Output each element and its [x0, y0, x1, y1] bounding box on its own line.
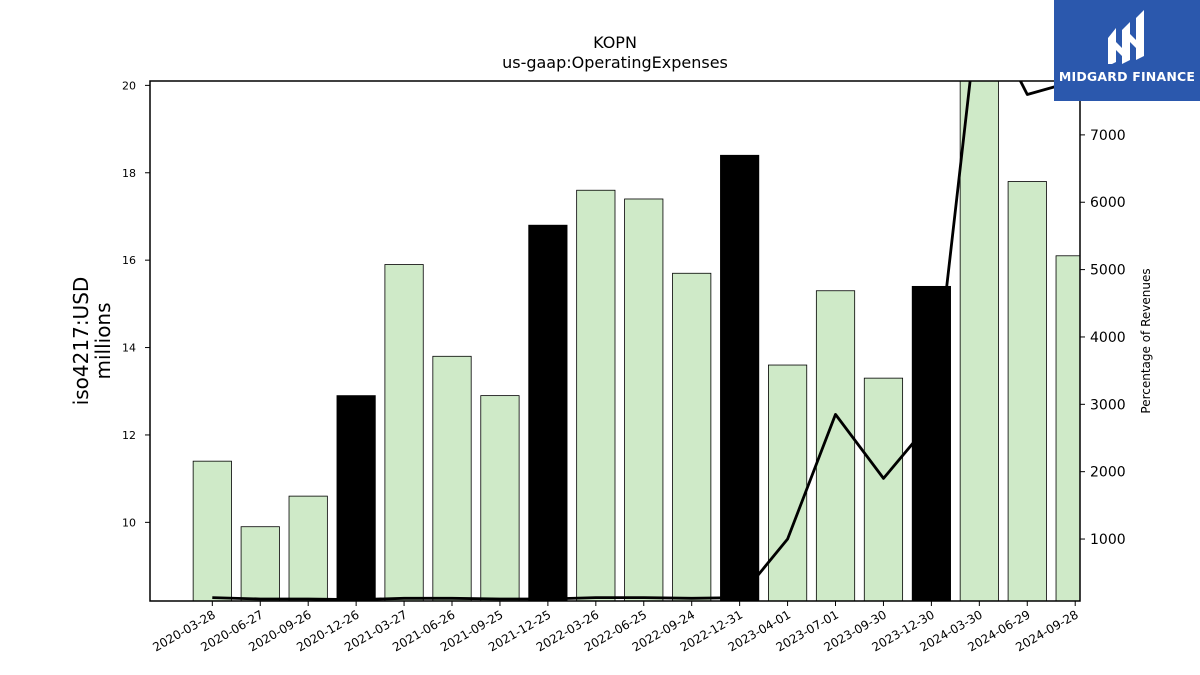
- bar-2023-09-30: [863, 377, 904, 601]
- y-tick-label: 12: [122, 429, 136, 442]
- y2-tick-label: 7000: [1090, 128, 1126, 144]
- y-axis-label-line: millions: [91, 302, 115, 379]
- bar-2021-12-25: [528, 224, 568, 601]
- y2-tick-label: 2000: [1090, 465, 1126, 481]
- bar-2020-03-28: [192, 460, 232, 601]
- bar-2022-09-24: [672, 272, 712, 601]
- y-axis-label: iso4217:USDmillions: [69, 277, 115, 406]
- logo-text: MIDGARD FINANCE: [1058, 69, 1196, 84]
- y-tick-label: 14: [122, 342, 136, 355]
- bar-2024-09-28: [1055, 255, 1080, 601]
- y-tick-label: 18: [122, 167, 136, 180]
- bar-2020-06-27: [240, 526, 280, 601]
- y-tick-label: 10: [122, 516, 136, 529]
- bar-2024-06-29: [1007, 181, 1047, 601]
- y2-tick-label: 4000: [1090, 330, 1126, 346]
- y2-tick-label: 5000: [1090, 263, 1126, 279]
- bar-2021-09-25: [480, 395, 520, 601]
- logo-mark-icon: [1108, 10, 1144, 64]
- y-tick-label: 16: [122, 254, 136, 267]
- bar-2023-12-30: [911, 285, 951, 601]
- bar-2022-03-26: [576, 189, 616, 601]
- percentage-of-revenues-line: [212, 81, 1076, 601]
- bar-2022-06-25: [624, 198, 664, 601]
- plot-frame: [149, 80, 1081, 602]
- bar-2020-09-26: [288, 495, 328, 601]
- y-tick-label: 20: [122, 79, 136, 92]
- y2-axis-label: Percentage of Revenues: [1139, 268, 1153, 413]
- bar-2024-03-30: [959, 81, 999, 601]
- bars-layer: [192, 81, 1080, 601]
- chart-title: KOPN: [593, 33, 637, 52]
- bar-2023-04-01: [768, 364, 808, 601]
- bar-2021-03-27: [384, 264, 424, 601]
- y2-tick-label: 3000: [1090, 397, 1126, 413]
- bar-2021-06-26: [432, 355, 472, 601]
- y2-tick-label: 1000: [1090, 532, 1126, 548]
- chart-subtitle: us-gaap:OperatingExpenses: [502, 53, 728, 72]
- line-layer: [212, 81, 1076, 601]
- bar-2022-12-31: [720, 154, 760, 601]
- y2-tick-label: 6000: [1090, 195, 1126, 211]
- bar-2020-12-26: [336, 395, 376, 601]
- brand-logo: MIDGARD FINANCE: [1054, 0, 1200, 101]
- y-axis-label-line: iso4217:USD: [69, 277, 93, 406]
